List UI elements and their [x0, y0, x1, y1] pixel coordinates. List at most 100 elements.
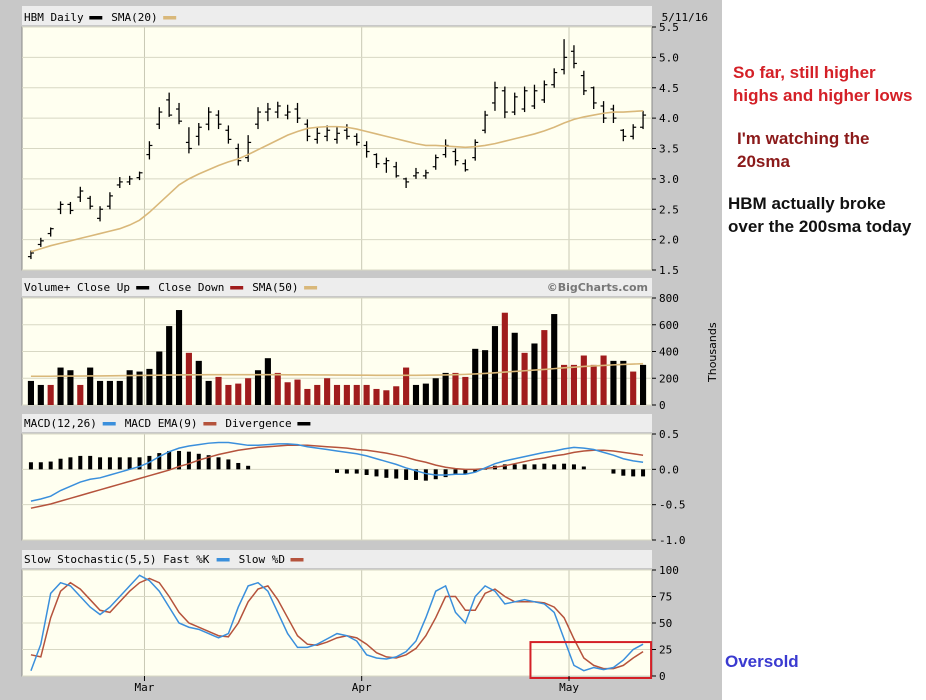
divergence-bar — [542, 463, 547, 470]
volume-bar — [245, 378, 252, 405]
price-legend-label-0: HBM Daily — [24, 11, 84, 24]
price-bar — [422, 169, 429, 179]
divergence-bar — [167, 450, 172, 470]
price-bar — [106, 192, 113, 210]
volume-bar — [264, 358, 271, 405]
volume-legend-label-2: SMA(50) — [252, 281, 298, 294]
price-bar — [462, 159, 469, 172]
price-bar — [264, 102, 271, 122]
price-bar — [432, 154, 439, 170]
volume-bar — [403, 367, 410, 405]
price-bar — [116, 177, 123, 188]
ytick-label: 400 — [659, 346, 679, 359]
note-higher-highs: So far, still higher highs and higher lo… — [733, 61, 923, 107]
macd-legend-swatch-1 — [203, 422, 217, 426]
price-bar — [205, 107, 212, 131]
note-watching-sma-text: I'm watching the 20sma — [737, 129, 870, 171]
divergence-bar — [581, 466, 586, 470]
divergence-bar — [473, 469, 478, 473]
note-broke-200sma: HBM actually broke over the 200sma today — [728, 192, 924, 238]
volume-bar — [254, 370, 262, 405]
divergence-bar — [98, 457, 103, 470]
sma20-line — [30, 110, 644, 253]
volume-bar — [343, 384, 350, 405]
note-oversold: Oversold — [725, 650, 799, 673]
divergence-bar — [404, 469, 409, 480]
ytick-label: 5.5 — [659, 21, 679, 34]
volume-legend-label-1: Close Down — [158, 281, 224, 294]
volume-bar — [393, 386, 400, 405]
price-bar — [274, 101, 281, 119]
price-bar — [156, 107, 163, 130]
price-bar — [166, 92, 173, 117]
volume-bar — [511, 332, 518, 405]
price-bar — [334, 127, 340, 144]
divergence-bar — [38, 462, 43, 470]
volume-bar — [482, 350, 489, 405]
volume-bar — [491, 326, 499, 405]
divergence-bar — [216, 457, 221, 470]
price-bar — [136, 171, 143, 181]
divergence-bar — [186, 451, 191, 470]
volume-bar — [561, 364, 568, 405]
divergence-bar — [413, 469, 418, 480]
price-bar — [304, 119, 311, 142]
ytick-label: 600 — [659, 319, 679, 332]
volume-bar — [225, 384, 232, 405]
volume-bar — [422, 383, 429, 405]
volume-bar — [106, 380, 113, 405]
volume-legend-label-0: Volume+ Close Up — [24, 281, 130, 294]
divergence-bar — [107, 457, 112, 470]
divergence-bar — [206, 455, 211, 470]
stoch-legend-label-1: Slow %D — [239, 553, 285, 566]
price-bar — [630, 124, 637, 140]
stoch-legend-swatch-0 — [216, 558, 230, 562]
price-bar — [57, 201, 64, 215]
panel-header-3 — [22, 550, 652, 568]
ytick-label: 5.0 — [659, 51, 679, 64]
divergence-bar — [532, 464, 537, 470]
divergence-bar — [68, 457, 73, 470]
volume-bar — [235, 383, 242, 405]
macd-line — [30, 441, 644, 502]
macd-legend-label-0: MACD(12,26) — [24, 417, 97, 430]
volume-bar — [116, 380, 123, 405]
price-bar — [363, 141, 370, 158]
divergence-bar — [88, 455, 93, 470]
volume-bar — [600, 355, 607, 405]
volume-bar — [67, 370, 74, 405]
price-bar — [541, 80, 548, 103]
panel-header-0 — [22, 6, 652, 25]
divergence-bar — [48, 461, 53, 470]
divergence-bar — [631, 469, 636, 477]
price-bar — [482, 110, 489, 134]
volume-bar — [294, 379, 301, 405]
stoch-legend-swatch-1 — [290, 558, 304, 562]
divergence-bar — [522, 464, 527, 470]
price-bar — [551, 68, 558, 88]
volume-legend-swatch-2 — [304, 286, 318, 290]
panel-header-1 — [22, 278, 652, 296]
volume-bar — [501, 312, 508, 405]
ytick-label: 2.5 — [659, 203, 679, 216]
volume-bar — [284, 382, 291, 405]
price-bar — [412, 167, 419, 179]
price-bar — [97, 206, 104, 222]
volume-bar — [324, 378, 331, 405]
volume-bar — [383, 390, 390, 405]
volume-bar — [136, 371, 143, 405]
divergence-bar — [384, 469, 389, 478]
volume-bar — [96, 380, 104, 405]
note-oversold-text: Oversold — [725, 652, 799, 671]
price-bar — [225, 125, 232, 144]
volume-bar — [353, 384, 360, 405]
ytick-label: 0.0 — [659, 463, 679, 476]
macd-legend-swatch-2 — [297, 422, 311, 426]
price-bar — [640, 110, 647, 130]
price-bar — [324, 125, 331, 142]
divergence-bar — [58, 458, 63, 470]
volume-legend-swatch-0 — [136, 286, 150, 290]
volume-bar — [126, 370, 133, 405]
price-bar — [403, 177, 410, 188]
xtick-label: Apr — [352, 681, 372, 694]
